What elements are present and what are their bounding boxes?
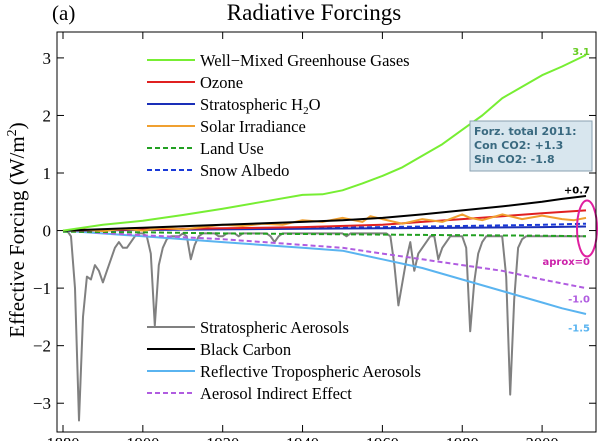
data-series: [62, 54, 587, 422]
series-line-well-mixed-greenhouse-gases: [62, 54, 587, 232]
total-forcing-box-line: Sin CO2: -1.8: [474, 153, 555, 166]
series-line-reflective-tropospheric-aerosols: [62, 229, 587, 315]
highlight-ellipse: [576, 199, 599, 258]
series-line-aerosol-indirect-effect: [62, 229, 587, 290]
x-tick-label: 1900: [126, 434, 159, 441]
y-tick-label: 1: [43, 164, 52, 183]
y-tick-label: −2: [33, 337, 51, 356]
legend-label-strat-aerosols: Stratospheric Aerosols: [200, 318, 349, 337]
y-tick-label: −1: [33, 279, 51, 298]
x-tick-label: 2000: [526, 434, 559, 441]
end-value-label: -1.5: [568, 323, 590, 334]
end-value-label: aprox=0: [543, 257, 591, 268]
y-tick-label: 3: [43, 49, 52, 68]
legend-label-wmgg: Well−Mixed Greenhouse Gases: [200, 51, 410, 70]
total-forcing-box-line: Con CO2: +1.3: [474, 139, 563, 152]
chart-title: Radiative Forcings: [227, 0, 401, 25]
annotations: 3.1 +0.7 aprox=0 -1.0 -1.5 Forz. total 2011:C…: [469, 47, 599, 334]
y-axis-label-sup: 2: [5, 129, 20, 136]
y-tick-label: 2: [43, 106, 52, 125]
series-line-black-carbon: [62, 195, 587, 232]
y-axis-label-close: ): [5, 122, 29, 129]
end-value-label: 3.1: [572, 47, 590, 58]
panel-label: (a): [52, 1, 75, 25]
x-tick-label: 1960: [366, 434, 399, 441]
end-value-label: +0.7: [564, 185, 590, 196]
legend-label-snow-albedo: Snow Albedo: [200, 161, 289, 180]
end-value-label: -1.0: [568, 295, 590, 306]
y-tick-label: 0: [43, 222, 52, 241]
x-tick-label: 1940: [286, 434, 319, 441]
legend-label-black-carbon: Black Carbon: [200, 340, 291, 359]
legend-label-land-use: Land Use: [200, 139, 264, 158]
series-line-snow-albedo: [62, 222, 587, 232]
axis-ticks: 3 2 1 0 −1 −2 −3 1880 1900 1920 1940 1960 1980 2000: [33, 32, 596, 441]
legend-label-reflective-aerosols: Reflective Tropospheric Aerosols: [200, 362, 421, 381]
total-forcing-box: [469, 120, 593, 172]
y-axis-label-main: Effective Forcing (W/m: [5, 136, 29, 337]
y-axis-label: Effective Forcing (W/m2): [5, 122, 29, 337]
x-tick-label: 1980: [446, 434, 479, 441]
legend-label-solar: Solar Irradiance: [200, 117, 306, 136]
y-tick-label: −3: [33, 394, 51, 413]
plot-frame: [56, 31, 597, 433]
x-tick-label: 1920: [206, 434, 239, 441]
series-line-land-use: [62, 230, 587, 238]
x-tick-label: 1880: [46, 434, 79, 441]
legend-label-strat-h2o: Stratospheric H2O: [200, 95, 321, 117]
total-forcing-box-line: Forz. total 2011:: [474, 125, 577, 138]
legend-top: Well−Mixed Greenhouse Gases Ozone Strato…: [147, 51, 410, 180]
legend-label-ozone: Ozone: [200, 73, 243, 92]
legend-label-aerosol-indirect: Aerosol Indirect Effect: [200, 384, 352, 403]
legend-bottom: Stratospheric Aerosols Black Carbon Refl…: [147, 318, 421, 403]
